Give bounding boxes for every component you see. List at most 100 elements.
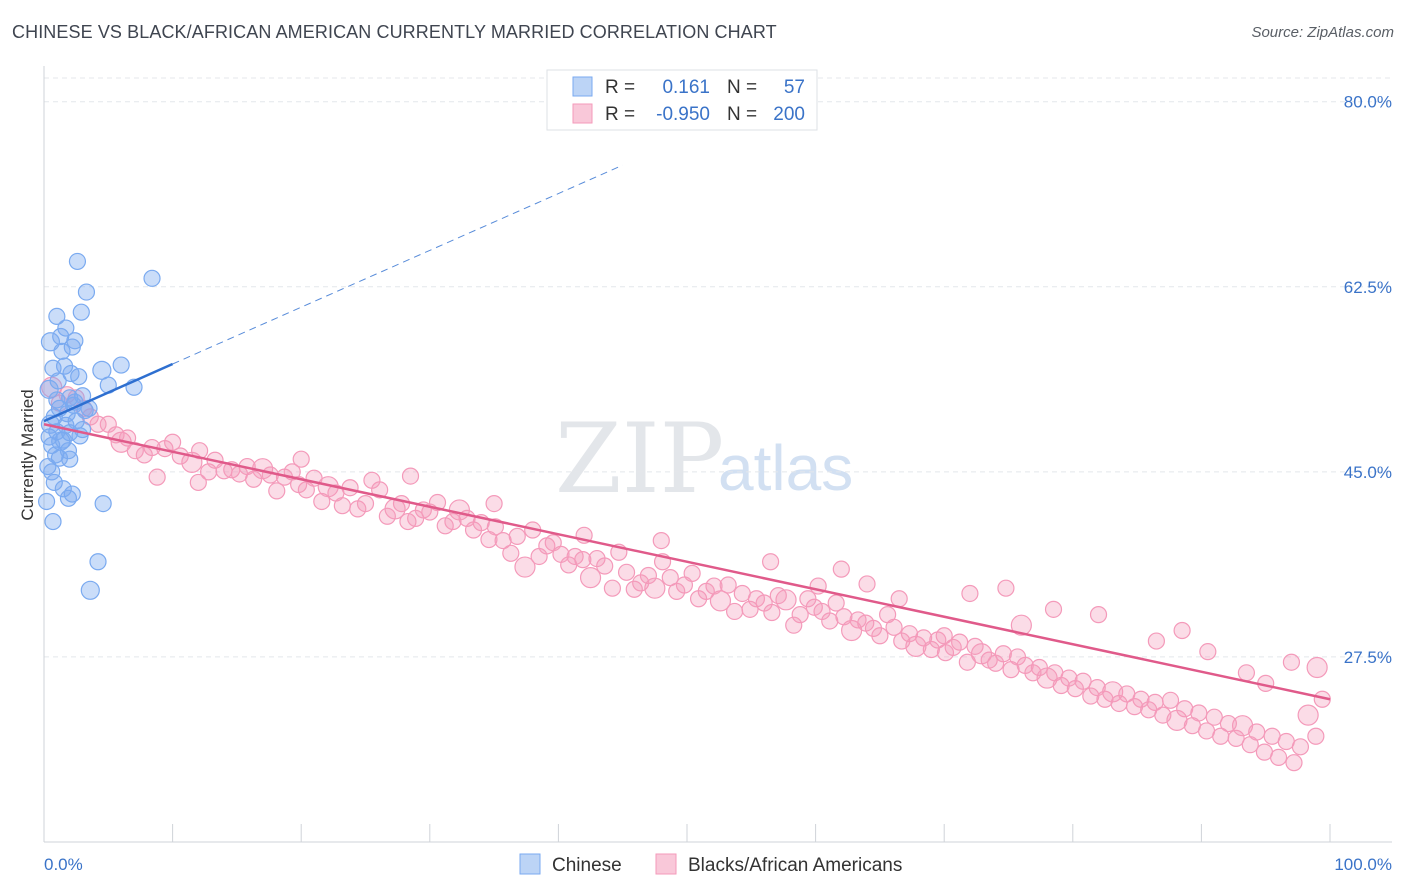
point-blacks xyxy=(333,497,351,515)
point-blacks xyxy=(164,433,182,451)
point-chinese xyxy=(112,356,130,374)
point-blacks xyxy=(785,616,803,634)
y-tick-label: 80.0% xyxy=(1344,93,1392,112)
point-blacks xyxy=(821,612,839,630)
point-blacks xyxy=(1082,687,1100,705)
point-blacks xyxy=(1044,600,1063,618)
watermark-zip: ZIP xyxy=(555,403,724,515)
y-tick-label: 62.5% xyxy=(1344,278,1392,297)
point-blacks xyxy=(603,579,622,597)
point-chinese xyxy=(80,580,100,600)
point-chinese xyxy=(61,424,79,442)
point-blacks xyxy=(775,589,797,611)
point-chinese xyxy=(44,512,62,531)
point-blacks xyxy=(502,544,520,562)
trend-chinese xyxy=(43,362,174,423)
point-blacks xyxy=(1313,690,1331,708)
legend-swatch-chinese xyxy=(572,76,593,97)
point-blacks xyxy=(508,527,526,545)
point-blacks xyxy=(1010,614,1032,636)
point-chinese xyxy=(48,307,66,326)
point-blacks xyxy=(574,551,592,569)
point-blacks xyxy=(1306,656,1328,679)
point-chinese xyxy=(61,450,79,468)
point-blacks xyxy=(596,557,614,575)
point-blacks xyxy=(922,640,940,659)
point-blacks xyxy=(997,579,1015,597)
chart-title: CHINESE VS BLACK/AFRICAN AMERICAN CURREN… xyxy=(12,22,777,42)
bottom-legend-swatch-chinese xyxy=(519,853,541,875)
point-blacks xyxy=(1190,704,1208,722)
point-blacks xyxy=(827,594,845,612)
point-blacks xyxy=(709,590,732,612)
point-blacks xyxy=(579,567,602,589)
legend-n-value-chinese: 57 xyxy=(784,77,805,98)
point-blacks xyxy=(639,566,658,585)
point-blacks xyxy=(1176,700,1194,718)
point-blacks xyxy=(961,584,979,603)
legend-r-label-chinese: R = xyxy=(605,77,635,98)
point-blacks xyxy=(514,556,536,578)
bottom-legend-label-chinese: Chinese xyxy=(552,855,622,876)
point-chinese xyxy=(40,332,61,352)
point-blacks xyxy=(292,450,310,468)
legend-n-value-blacks: 200 xyxy=(773,104,805,125)
point-blacks xyxy=(761,553,780,571)
point-blacks xyxy=(799,590,817,608)
point-blacks xyxy=(1237,664,1256,682)
point-blacks xyxy=(1291,738,1310,756)
point-blacks xyxy=(625,580,643,598)
point-blacks xyxy=(189,473,207,492)
point-blacks xyxy=(1227,729,1245,747)
point-blacks xyxy=(871,627,889,645)
watermark: ZIP atlas xyxy=(555,403,853,515)
y-tick-label: 27.5% xyxy=(1344,648,1392,667)
legend-r-value-blacks: -0.950 xyxy=(656,104,710,125)
point-blacks xyxy=(1248,723,1266,741)
point-chinese xyxy=(94,494,112,513)
point-blacks xyxy=(1161,691,1180,709)
point-blacks xyxy=(1205,708,1223,726)
point-blacks xyxy=(832,560,850,578)
x-tick-label-max: 100.0% xyxy=(1334,855,1392,874)
point-blacks xyxy=(1269,748,1288,766)
point-chinese xyxy=(70,368,88,386)
watermark-atlas: atlas xyxy=(718,432,853,504)
point-blacks xyxy=(371,481,389,499)
legend-n-label-blacks: N = xyxy=(727,104,757,125)
trend-blacks xyxy=(43,423,1331,701)
point-blacks xyxy=(313,492,331,511)
point-chinese xyxy=(89,553,107,571)
y-tick-label: 45.0% xyxy=(1344,463,1392,482)
point-blacks xyxy=(356,494,375,513)
legend-r-value-chinese: 0.161 xyxy=(662,77,710,98)
point-chinese xyxy=(43,463,61,481)
point-chinese xyxy=(63,485,81,503)
point-blacks xyxy=(392,494,411,513)
legend-r-label-blacks: R = xyxy=(605,104,635,125)
point-chinese xyxy=(49,372,67,390)
bottom-legend: Chinese Blacks/African Americans xyxy=(519,853,902,876)
point-chinese xyxy=(57,319,75,337)
point-chinese xyxy=(54,480,72,498)
point-blacks xyxy=(644,577,666,599)
point-blacks xyxy=(994,645,1012,663)
point-blacks xyxy=(1199,643,1217,661)
x-tick-labels: 0.0% 100.0% xyxy=(44,855,1392,874)
point-blacks xyxy=(885,618,903,636)
point-blacks xyxy=(858,575,876,593)
point-blacks xyxy=(661,569,679,587)
point-blacks xyxy=(378,507,396,525)
point-blacks xyxy=(725,602,744,621)
bottom-legend-label-blacks: Blacks/African Americans xyxy=(688,855,902,876)
point-blacks xyxy=(617,563,636,581)
point-chinese xyxy=(143,269,161,287)
source-credit: Source: ZipAtlas.com xyxy=(1251,24,1394,41)
point-blacks xyxy=(741,600,759,618)
point-chinese xyxy=(72,303,90,321)
point-blacks xyxy=(1173,621,1191,640)
point-blacks xyxy=(1102,681,1124,703)
point-chinese xyxy=(45,473,63,492)
point-chinese xyxy=(37,492,56,511)
